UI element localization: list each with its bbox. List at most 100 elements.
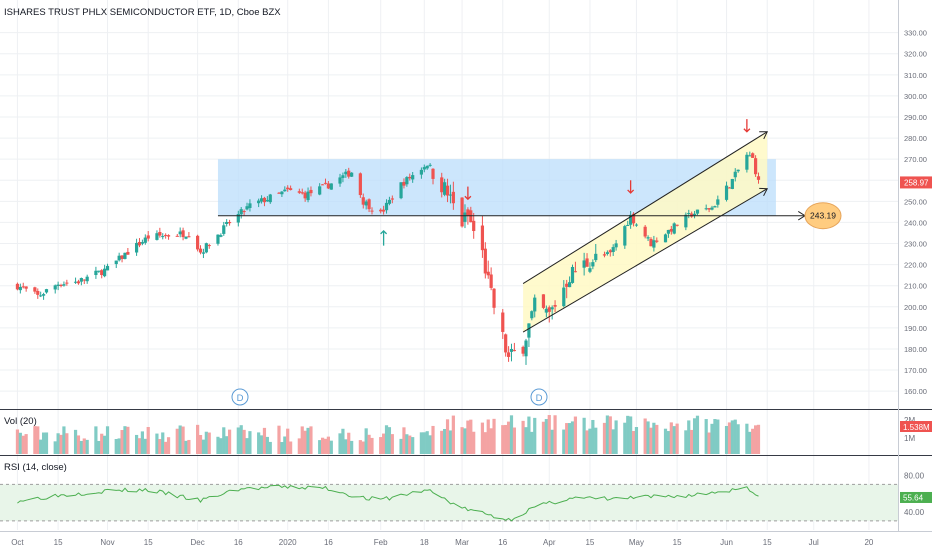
volume-bar xyxy=(690,429,694,454)
volume-bar xyxy=(588,428,592,454)
candle-body xyxy=(283,189,287,192)
volume-bar xyxy=(411,437,415,454)
candle-body xyxy=(753,158,758,175)
volume-bar xyxy=(463,428,467,454)
volume-bar xyxy=(472,431,476,454)
volume-bar xyxy=(553,415,557,454)
volume-bar xyxy=(297,438,301,454)
dividend-marker-label: D xyxy=(237,393,244,404)
time-axis-tick: Nov xyxy=(100,538,114,547)
volume-bar xyxy=(341,428,345,454)
candle-body xyxy=(187,236,191,238)
candle-body xyxy=(347,170,351,177)
volume-bar xyxy=(347,432,351,454)
candle-body xyxy=(303,192,307,199)
candle-body xyxy=(262,197,267,203)
candle-body xyxy=(41,294,46,296)
candle-body xyxy=(405,177,409,185)
volume-bar xyxy=(707,432,711,454)
volume-bar xyxy=(649,427,653,454)
candle-body xyxy=(277,192,281,194)
candle-body xyxy=(695,209,700,214)
candle-body xyxy=(181,230,185,238)
candle-body xyxy=(690,213,694,217)
candle-body xyxy=(634,224,639,226)
volume-bar xyxy=(626,415,630,454)
candle-body xyxy=(469,210,473,223)
time-axis-tick: Dec xyxy=(191,538,205,547)
volume-bar xyxy=(582,417,586,454)
dividend-marker-circle[interactable] xyxy=(231,388,249,406)
candle-body xyxy=(239,209,243,215)
time-axis-tick: 15 xyxy=(585,538,594,547)
volume-bar xyxy=(97,440,101,454)
candle-body xyxy=(242,211,246,213)
volume-bar xyxy=(399,438,403,454)
volume-bar xyxy=(65,433,69,454)
candle-body xyxy=(265,199,269,202)
candle-body xyxy=(289,188,293,191)
time-axis-tick: 15 xyxy=(763,538,772,547)
arrow-marker-head xyxy=(743,128,751,133)
volume-bar xyxy=(402,427,406,454)
candle-body xyxy=(631,213,636,224)
candle-body xyxy=(219,235,223,237)
candle-body xyxy=(62,284,66,286)
volume-bar xyxy=(692,418,697,454)
time-axis[interactable]: Oct 15 Nov 15 Dec 16 2020 16 Feb 18 Mar 16 Apr 15 May 1… xyxy=(11,538,874,547)
candle-body xyxy=(605,252,609,254)
volume-title: Vol (20) xyxy=(4,416,37,427)
volume-bar xyxy=(236,427,240,454)
volume-bar xyxy=(509,415,514,454)
volume-bar xyxy=(445,419,450,454)
channel-lower-arrowhead xyxy=(759,187,769,197)
candle-body xyxy=(306,191,310,201)
candle-body xyxy=(196,235,200,250)
candle-body xyxy=(36,290,40,295)
candle-body xyxy=(463,212,467,222)
candle-body xyxy=(178,231,182,235)
candles xyxy=(15,151,761,365)
volume-bar xyxy=(550,429,554,454)
volume-bar xyxy=(562,429,566,454)
volume-bar xyxy=(24,434,28,454)
volume-bar xyxy=(669,422,673,454)
candle-body xyxy=(582,260,586,268)
candle-body xyxy=(672,223,676,234)
volume-bar xyxy=(155,433,159,454)
volume-bar xyxy=(280,442,284,454)
volume-bar xyxy=(716,419,720,454)
candle-body xyxy=(489,274,493,288)
price-axis[interactable]: 330.00 320.00 310.00 300.00 290.00 280.00 270.… xyxy=(904,29,927,396)
price-axis-tick: 220.00 xyxy=(904,261,927,270)
support-label[interactable]: 243.19 xyxy=(804,202,842,230)
candle-body xyxy=(588,268,592,272)
candle-body xyxy=(443,182,447,195)
volume-bar xyxy=(573,416,578,454)
candle-body xyxy=(509,348,514,352)
price-axis-tick: 170.00 xyxy=(904,366,927,375)
volume-bar xyxy=(521,420,525,454)
volume-bar xyxy=(204,431,208,454)
candle-body xyxy=(751,153,755,158)
support-level-badge[interactable] xyxy=(804,202,842,230)
channel-lower-line[interactable] xyxy=(522,188,768,333)
volume-bar xyxy=(440,430,444,454)
volume-bar xyxy=(451,415,455,454)
candle-body xyxy=(727,187,732,189)
volume-bar xyxy=(704,419,708,454)
candle-body xyxy=(329,183,333,190)
volume-bar xyxy=(85,439,89,454)
volume-bar xyxy=(384,425,389,454)
volume-bar xyxy=(602,422,607,454)
candle-body xyxy=(257,200,261,204)
volume-bar xyxy=(655,424,659,454)
dividend-marker-circle[interactable] xyxy=(530,388,548,406)
channel-upper-line[interactable] xyxy=(522,131,768,285)
candle-body xyxy=(675,224,679,226)
candle-body xyxy=(521,346,525,354)
candle-body xyxy=(56,284,60,287)
volume-last-value: 1.538M xyxy=(903,423,930,432)
volume-bar xyxy=(117,438,121,454)
